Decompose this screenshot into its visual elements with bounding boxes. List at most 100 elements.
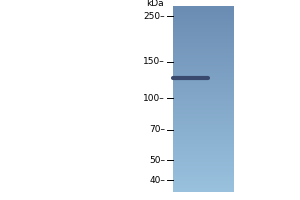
Bar <box>172 114 234 116</box>
Bar <box>172 60 234 62</box>
Bar <box>172 95 234 97</box>
Bar <box>172 80 234 82</box>
Bar <box>172 179 234 181</box>
Bar <box>172 12 234 13</box>
Bar <box>172 168 234 170</box>
Bar <box>172 43 234 45</box>
Bar <box>172 166 234 168</box>
Bar <box>172 88 234 90</box>
Bar <box>172 6 234 8</box>
Bar <box>172 56 234 58</box>
Bar <box>172 123 234 125</box>
Bar <box>172 110 234 112</box>
Bar <box>172 66 234 67</box>
Bar <box>172 112 234 114</box>
Bar <box>172 79 234 80</box>
Bar <box>172 75 234 77</box>
Bar <box>172 147 234 149</box>
Bar <box>172 116 234 118</box>
Bar <box>172 121 234 123</box>
Bar <box>172 93 234 95</box>
Bar <box>172 69 234 71</box>
Bar <box>172 140 234 142</box>
Bar <box>172 151 234 153</box>
Bar <box>172 175 234 177</box>
Bar <box>172 38 234 39</box>
Bar <box>172 26 234 28</box>
Bar <box>172 155 234 157</box>
Bar <box>172 73 234 75</box>
Bar <box>172 92 234 93</box>
Bar <box>172 181 234 183</box>
Bar <box>172 58 234 60</box>
Bar <box>172 10 234 12</box>
Bar <box>172 99 234 101</box>
Bar <box>172 17 234 19</box>
Bar <box>172 32 234 34</box>
Bar <box>172 108 234 110</box>
Text: 70–: 70– <box>149 126 165 135</box>
Bar <box>172 125 234 127</box>
Bar <box>172 21 234 23</box>
Bar <box>172 62 234 64</box>
Bar <box>172 144 234 146</box>
Bar <box>172 136 234 138</box>
Bar <box>172 19 234 21</box>
Bar <box>172 49 234 51</box>
Bar <box>172 185 234 186</box>
Bar <box>172 134 234 136</box>
Bar <box>172 84 234 86</box>
Bar <box>172 190 234 192</box>
Text: kDa: kDa <box>146 0 164 8</box>
Bar <box>172 36 234 38</box>
Bar <box>172 157 234 159</box>
Bar <box>172 8 234 10</box>
Bar <box>172 153 234 155</box>
Bar <box>172 47 234 49</box>
Bar <box>172 146 234 147</box>
Bar <box>172 30 234 32</box>
Bar <box>172 170 234 172</box>
Bar <box>172 77 234 79</box>
Bar <box>172 106 234 108</box>
Bar <box>172 71 234 73</box>
Text: 150–: 150– <box>143 57 165 66</box>
Bar <box>172 142 234 144</box>
Bar <box>172 186 234 188</box>
Text: 50–: 50– <box>149 156 165 165</box>
Bar <box>172 119 234 121</box>
Bar <box>172 183 234 185</box>
Bar <box>172 82 234 84</box>
Bar <box>172 97 234 99</box>
Bar <box>172 129 234 131</box>
Bar <box>172 86 234 88</box>
Bar <box>172 127 234 129</box>
Bar <box>172 52 234 54</box>
Bar <box>172 164 234 166</box>
Bar <box>172 28 234 30</box>
Bar <box>172 54 234 56</box>
Bar <box>172 51 234 52</box>
Bar <box>172 172 234 173</box>
Bar <box>172 45 234 47</box>
Bar <box>172 25 234 26</box>
Bar <box>172 132 234 134</box>
Bar <box>172 173 234 175</box>
Bar <box>172 90 234 92</box>
Bar <box>172 67 234 69</box>
Bar <box>172 131 234 132</box>
Bar <box>172 64 234 66</box>
Bar <box>172 159 234 160</box>
Bar <box>172 34 234 36</box>
Bar <box>172 41 234 43</box>
Bar <box>172 15 234 17</box>
Bar <box>172 177 234 179</box>
Bar <box>172 105 234 106</box>
Bar <box>172 13 234 15</box>
Bar <box>172 23 234 25</box>
Bar <box>172 160 234 162</box>
Bar <box>172 188 234 190</box>
Bar <box>172 138 234 140</box>
Bar <box>172 149 234 151</box>
Bar <box>172 103 234 105</box>
